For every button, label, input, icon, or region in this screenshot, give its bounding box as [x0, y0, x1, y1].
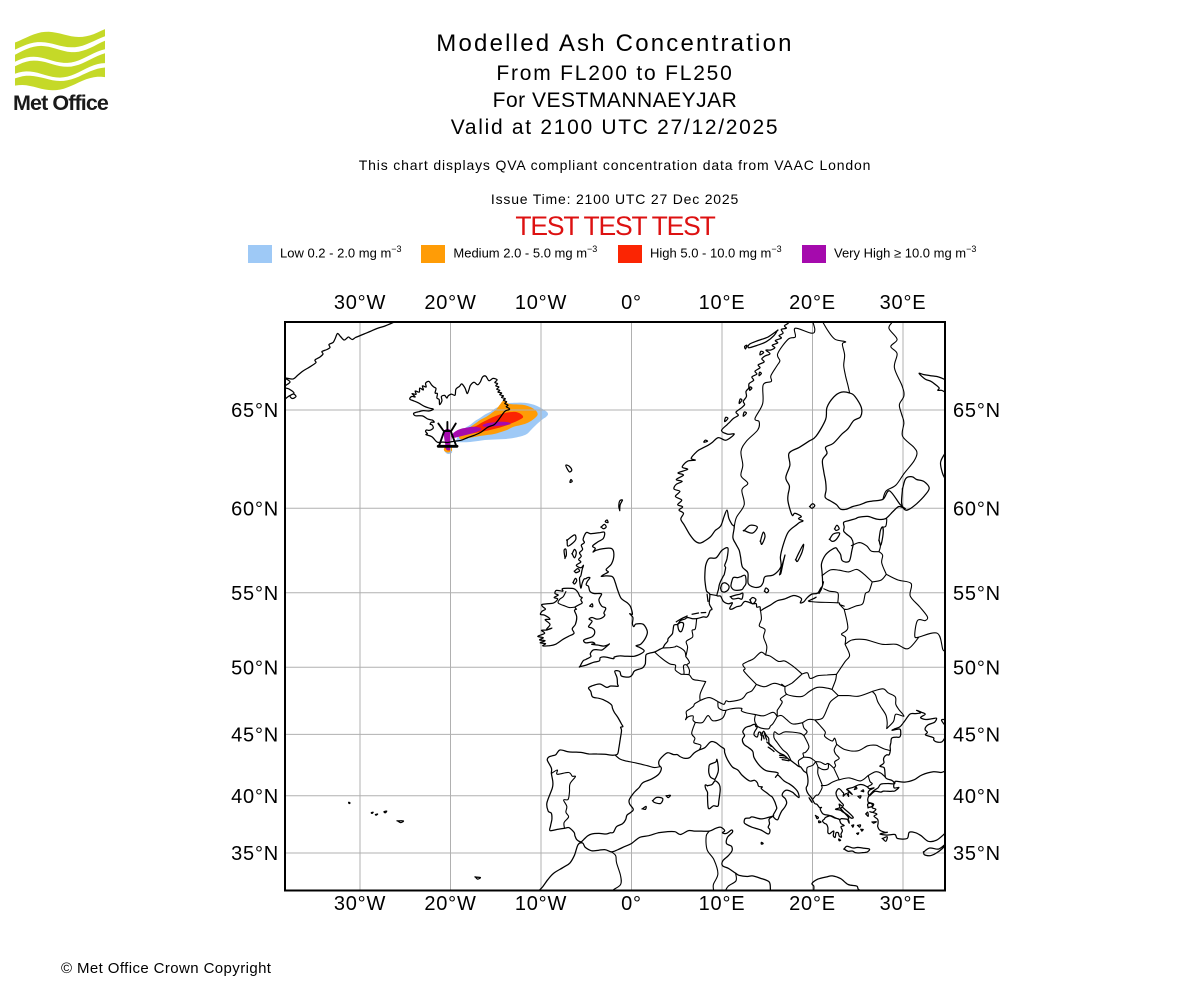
svg-text:30°W: 30°W	[334, 292, 386, 314]
svg-text:20°W: 20°W	[424, 893, 476, 915]
svg-text:65°N: 65°N	[231, 400, 279, 422]
svg-text:10°W: 10°W	[515, 292, 567, 314]
svg-text:35°N: 35°N	[231, 843, 279, 865]
svg-text:65°N: 65°N	[953, 400, 1001, 422]
svg-text:10°E: 10°E	[699, 893, 746, 915]
svg-text:50°N: 50°N	[231, 657, 279, 679]
svg-text:45°N: 45°N	[231, 724, 279, 746]
svg-text:40°N: 40°N	[953, 786, 1001, 808]
svg-text:20°W: 20°W	[424, 292, 476, 314]
svg-text:10°E: 10°E	[699, 292, 746, 314]
svg-text:45°N: 45°N	[953, 724, 1001, 746]
svg-text:10°W: 10°W	[515, 893, 567, 915]
svg-text:55°N: 55°N	[953, 583, 1001, 605]
svg-text:20°E: 20°E	[789, 893, 836, 915]
svg-text:60°N: 60°N	[953, 498, 1001, 520]
svg-text:30°E: 30°E	[880, 292, 927, 314]
svg-text:0°: 0°	[621, 292, 642, 314]
svg-text:0°: 0°	[621, 893, 642, 915]
svg-text:35°N: 35°N	[953, 843, 1001, 865]
svg-text:30°W: 30°W	[334, 893, 386, 915]
svg-text:40°N: 40°N	[231, 786, 279, 808]
svg-text:60°N: 60°N	[231, 498, 279, 520]
svg-text:55°N: 55°N	[231, 583, 279, 605]
svg-text:50°N: 50°N	[953, 657, 1001, 679]
svg-text:20°E: 20°E	[789, 292, 836, 314]
svg-text:30°E: 30°E	[880, 893, 927, 915]
svg-text:Met Office: Met Office	[13, 91, 109, 115]
